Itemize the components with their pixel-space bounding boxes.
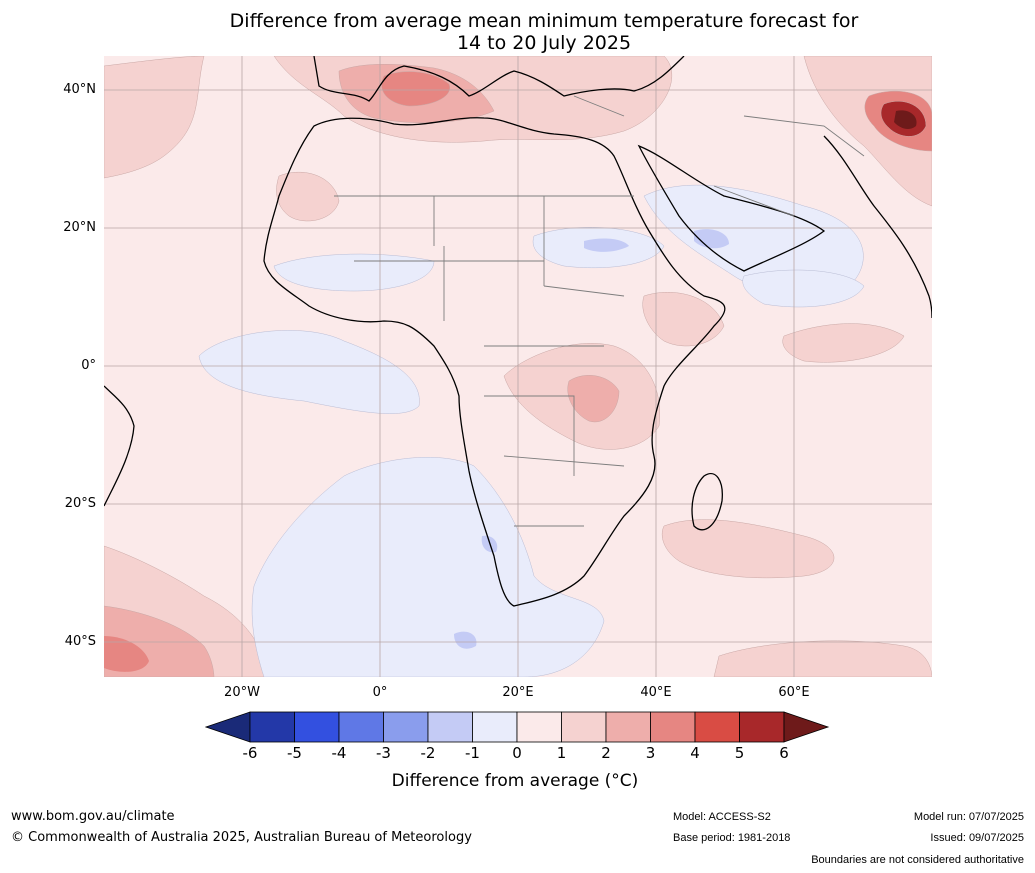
cool-zone-gulf-of-aden xyxy=(742,269,865,308)
footer-copyright: © Commonwealth of Australia 2025, Austra… xyxy=(11,830,472,845)
colorbar-tick-label: 5 xyxy=(734,744,745,762)
lon-label-60e: 60°E xyxy=(778,685,810,700)
colorbar-tick-label: 3 xyxy=(645,744,656,762)
lat-label-20n: 20°N xyxy=(63,220,96,235)
warm-zone-se-indian xyxy=(713,640,932,677)
colorbar-arrow-low xyxy=(205,711,251,743)
madagascar-coastline xyxy=(691,473,723,531)
lon-label-0: 0° xyxy=(372,685,388,700)
europe-coastline xyxy=(313,56,685,102)
footer-model-run: Model run: 07/07/2025 xyxy=(913,811,1024,823)
colorbar-tick-label: 2 xyxy=(601,744,611,762)
africa-coastline xyxy=(263,117,726,607)
footer-issued: Issued: 09/07/2025 xyxy=(930,832,1024,844)
warm-zone-pakistan-max xyxy=(894,110,917,129)
lat-label-0: 0° xyxy=(81,358,96,373)
warm-zone-horn xyxy=(642,292,725,347)
cool-zone-sahel xyxy=(273,253,435,292)
footer-website: www.bom.gov.au/climate xyxy=(11,809,175,824)
warm-zone-west-med xyxy=(381,71,450,107)
cool-zone-sudan-core xyxy=(584,238,629,252)
colorbar-segment xyxy=(561,711,607,743)
colorbar-segment xyxy=(338,711,384,743)
india-coastline xyxy=(823,135,932,319)
colorbar-segment xyxy=(249,711,295,743)
map-title-line2: 14 to 20 July 2025 xyxy=(456,32,632,54)
footer-model: Model: ACCESS-S2 xyxy=(673,811,771,823)
colorbar-arrow-high xyxy=(783,711,830,743)
cool-zone-south-atlantic xyxy=(251,457,605,677)
lat-label-20s: 20°S xyxy=(64,496,96,511)
colorbar-title: Difference from average (°C) xyxy=(391,771,639,791)
warm-zone-lake-victoria xyxy=(567,375,620,423)
colorbar-segment xyxy=(605,711,651,743)
colorbar-tick-label: -1 xyxy=(465,744,480,762)
lon-label-40e: 40°E xyxy=(640,685,672,700)
lon-label-20e: 20°E xyxy=(502,685,534,700)
colorbar-tick-label: -2 xyxy=(420,744,436,762)
coastlines xyxy=(104,56,932,607)
footer-base-period: Base period: 1981-2018 xyxy=(673,832,791,844)
footer-disclaimer: Boundaries are not considered authoritat… xyxy=(811,854,1024,866)
south-america-coastline xyxy=(104,385,135,507)
cool-zone-gulf-of-guinea xyxy=(198,330,420,414)
colorbar-segment xyxy=(650,711,696,743)
country-borders xyxy=(334,95,865,527)
cool-zone-south-atlantic-core xyxy=(454,631,477,649)
colorbar-tick-label: -4 xyxy=(331,744,347,762)
warm-zone-south-indian xyxy=(661,519,835,579)
warm-zone-north-atlantic xyxy=(104,56,205,179)
colorbar-segment xyxy=(294,711,340,743)
lon-label-20w: 20°W xyxy=(224,685,260,700)
colorbar-tick-label: -3 xyxy=(376,744,391,762)
map-title: Difference from average mean minimum tem… xyxy=(150,10,938,54)
lat-label-40n: 40°N xyxy=(63,82,96,97)
colorbar-tick-label: 6 xyxy=(779,744,789,762)
warm-zone-arabian-sea xyxy=(782,323,905,363)
colorbar-segment xyxy=(383,711,429,743)
colorbar-tick-label: -5 xyxy=(287,744,302,762)
colorbar-tick-label: 1 xyxy=(556,744,567,762)
colorbar-tick-label: 0 xyxy=(512,744,522,762)
colorbar-segment xyxy=(472,711,518,743)
map-title-line1: Difference from average mean minimum tem… xyxy=(229,10,859,32)
colorbar-segment xyxy=(739,711,785,743)
cool-zone-arabia-core xyxy=(694,229,729,249)
lat-label-40s: 40°S xyxy=(64,634,96,649)
graticule xyxy=(104,56,932,677)
colorbar-segment xyxy=(427,711,473,743)
colorbar-tick-label: 4 xyxy=(690,744,700,762)
colorbar-segment xyxy=(694,711,740,743)
warm-zone-sw-atlantic-3 xyxy=(104,636,149,672)
arabia-coastline xyxy=(637,144,826,272)
colorbar-tick-label: -6 xyxy=(242,744,258,762)
colorbar xyxy=(205,711,830,743)
colorbar-segment xyxy=(516,711,562,743)
forecast-map xyxy=(104,56,932,677)
